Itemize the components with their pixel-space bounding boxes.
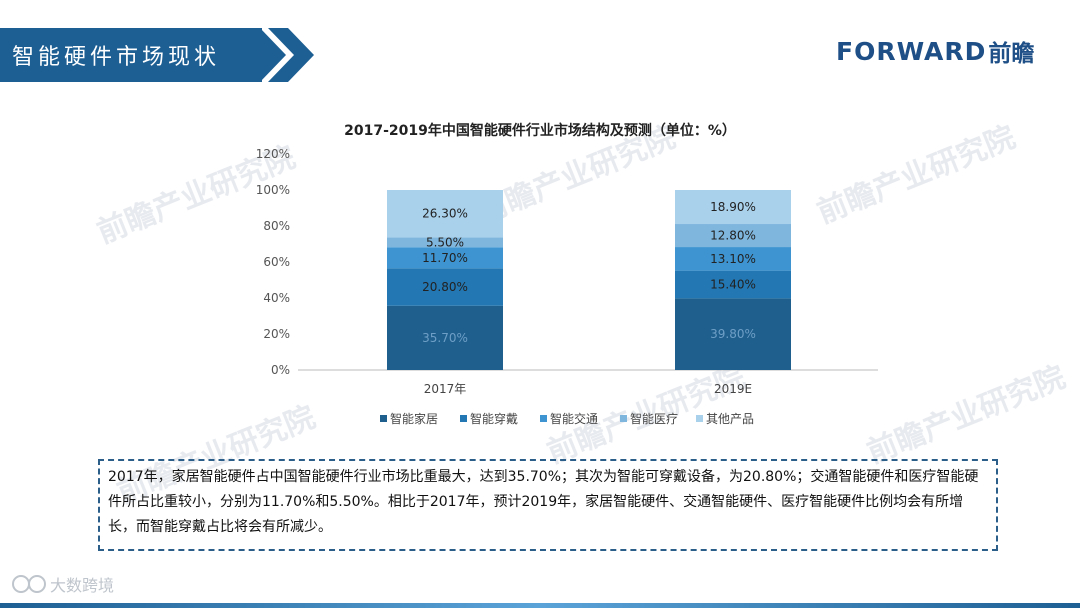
data-label: 35.70% xyxy=(422,331,468,345)
brand-name-en: FORWARD xyxy=(836,36,987,66)
legend-label: 其他产品 xyxy=(706,412,754,426)
legend-label: 智能医疗 xyxy=(630,411,678,426)
y-tick-label: 120% xyxy=(256,147,290,161)
footer-logo-text: 大数跨境 xyxy=(50,576,115,595)
y-tick-label: 20% xyxy=(263,327,290,341)
brand-name-cn: 前瞻 xyxy=(988,41,1035,67)
bar-segment xyxy=(387,190,503,238)
legend-swatch xyxy=(696,415,703,422)
data-label: 39.80% xyxy=(710,327,756,341)
header-chevron-icon xyxy=(236,28,314,82)
legend-swatch xyxy=(460,415,467,422)
legend-swatch xyxy=(620,415,627,422)
legend-label: 智能家居 xyxy=(390,411,438,426)
brand-logo: FORWARD 前瞻 xyxy=(836,34,1034,68)
bar-segment xyxy=(675,190,791,225)
footer-logo: 大数跨境 xyxy=(10,572,114,596)
legend-label: 智能穿戴 xyxy=(470,411,518,426)
data-label: 5.50% xyxy=(426,235,464,249)
y-tick-label: 100% xyxy=(256,183,290,197)
x-tick-label: 2017年 xyxy=(424,382,467,396)
x-tick-label: 2019E xyxy=(714,382,752,396)
data-label: 18.90% xyxy=(710,200,756,214)
legend-swatch xyxy=(540,415,547,422)
y-tick-label: 80% xyxy=(263,219,290,233)
bar-segment xyxy=(387,268,503,306)
stacked-bar-chart: 0% 20% 40% 60% 80% 100% 120% 35.70% 20.80% 11.70%… xyxy=(256,147,878,426)
y-tick-label: 40% xyxy=(263,291,290,305)
summary-note: 2017年，家居智能硬件占中国智能硬件行业市场比重最大，达到35.70%；其次为… xyxy=(98,459,998,551)
bar-segment xyxy=(387,237,503,248)
data-label: 11.70% xyxy=(422,251,468,265)
bar-segment xyxy=(675,298,791,370)
y-tick-label: 60% xyxy=(263,255,290,269)
data-label: 13.10% xyxy=(710,252,756,266)
y-tick-label: 0% xyxy=(271,363,290,377)
bar-segment xyxy=(675,224,791,248)
data-label: 26.30% xyxy=(422,207,468,221)
chart-title: 2017-2019年中国智能硬件行业市场结构及预测（单位：%） xyxy=(344,123,736,139)
bottom-bar xyxy=(0,603,1080,608)
legend-label: 智能交通 xyxy=(550,411,598,426)
bar-segment xyxy=(675,247,791,271)
data-label: 20.80% xyxy=(422,280,468,294)
legend-swatch xyxy=(380,415,387,422)
data-label: 15.40% xyxy=(710,278,756,292)
footer-logo-icon xyxy=(12,575,46,593)
bar-segment xyxy=(387,247,503,269)
page-title: 智能硬件市场现状 xyxy=(12,45,221,70)
data-label: 12.80% xyxy=(710,229,756,243)
header-band: 智能硬件市场现状 xyxy=(0,28,262,82)
bar-segment xyxy=(387,305,503,370)
bar-segment xyxy=(675,270,791,299)
